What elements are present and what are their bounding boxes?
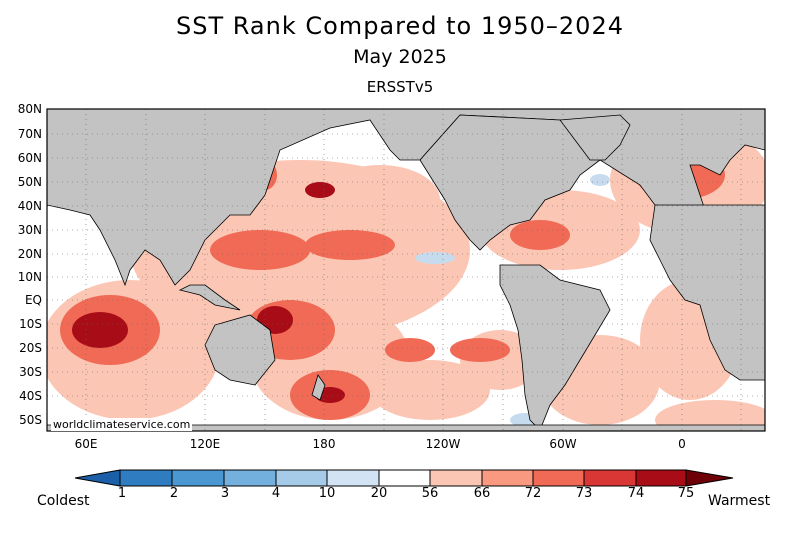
colorbar-tick-75: 75 — [677, 486, 695, 501]
lat-tick-50n: 50N — [17, 175, 42, 189]
africa-land — [649, 204, 765, 381]
colorbar-box-10 — [583, 469, 637, 487]
colorbar-tick-66: 66 — [473, 486, 491, 501]
colorbar-tick-10: 10 — [318, 486, 336, 501]
greenland-land — [559, 114, 631, 161]
lon-tick-120w: 120W — [425, 437, 461, 451]
colorbar-box-3 — [223, 469, 277, 487]
lon-tick-60e: 60E — [74, 437, 98, 451]
lat-tick-10s: 10S — [19, 317, 42, 331]
colorbar-warmest-label: Warmest — [708, 493, 771, 509]
cold-anomaly-fields — [415, 174, 610, 427]
lat-tick-40s: 40S — [19, 389, 42, 403]
eurasia-land — [47, 109, 765, 287]
colorbar-tick-2: 2 — [169, 486, 179, 501]
australia-land — [204, 314, 276, 386]
watermark: worldclimateservice.com — [51, 418, 193, 431]
map-title: SST Rank Compared to 1950–2024 — [176, 12, 624, 40]
land-masses — [47, 109, 765, 431]
colorbar-tick-1: 1 — [117, 486, 127, 501]
colorbar-box-6 — [378, 469, 431, 487]
colorbar-box-2 — [171, 469, 225, 487]
colorbar-tick-72: 72 — [524, 486, 542, 501]
lon-tick-60w: 60W — [549, 437, 577, 451]
lat-tick-70n: 70N — [17, 127, 42, 141]
new-zealand-land — [311, 374, 326, 401]
colorbar-box-1 — [119, 469, 173, 487]
lat-tick-80n: 80N — [17, 102, 42, 116]
south-america-land — [499, 264, 611, 431]
colorbar-coldest-label: Coldest — [37, 493, 90, 509]
lon-tick-120e: 120E — [189, 437, 221, 451]
colorbar-tick-20: 20 — [370, 486, 388, 501]
colorbar-arrow-left — [74, 469, 121, 487]
colorbar-box-4 — [275, 469, 328, 487]
maritime-continent — [178, 284, 241, 311]
colorbar-box-7 — [429, 469, 483, 487]
lon-gridlines — [85, 109, 742, 431]
colorbar-tick-4: 4 — [271, 486, 281, 501]
antarctic-coast — [47, 424, 765, 431]
colorbar-tick-74: 74 — [627, 486, 645, 501]
colorbar-box-11 — [635, 469, 687, 487]
lat-tick-20s: 20S — [19, 341, 42, 355]
colorbar-box-5 — [326, 469, 380, 487]
lat-tick-60n: 60N — [17, 151, 42, 165]
lat-tick-50s: 50S — [19, 413, 42, 427]
lat-tick-30s: 30S — [19, 365, 42, 379]
lon-tick-180: 180 — [312, 437, 336, 451]
lat-tick-20n: 20N — [17, 247, 42, 261]
colorbar — [74, 469, 734, 487]
lat-tick-eq: EQ — [24, 293, 42, 307]
colorbar-arrow-right — [685, 469, 734, 487]
map-frame — [46, 108, 766, 432]
lon-tick-0: 0 — [678, 437, 686, 451]
colorbar-box-8 — [481, 469, 534, 487]
dataset-label: ERSSTv5 — [366, 78, 434, 96]
lat-tick-10n: 10N — [17, 270, 42, 284]
lat-tick-40n: 40N — [17, 199, 42, 213]
map-subtitle: May 2025 — [353, 46, 447, 68]
colorbar-tick-3: 3 — [220, 486, 230, 501]
colorbar-tick-56: 56 — [421, 486, 439, 501]
colorbar-box-9 — [532, 469, 585, 487]
colorbar-tick-73: 73 — [575, 486, 593, 501]
lat-tick-30n: 30N — [17, 223, 42, 237]
